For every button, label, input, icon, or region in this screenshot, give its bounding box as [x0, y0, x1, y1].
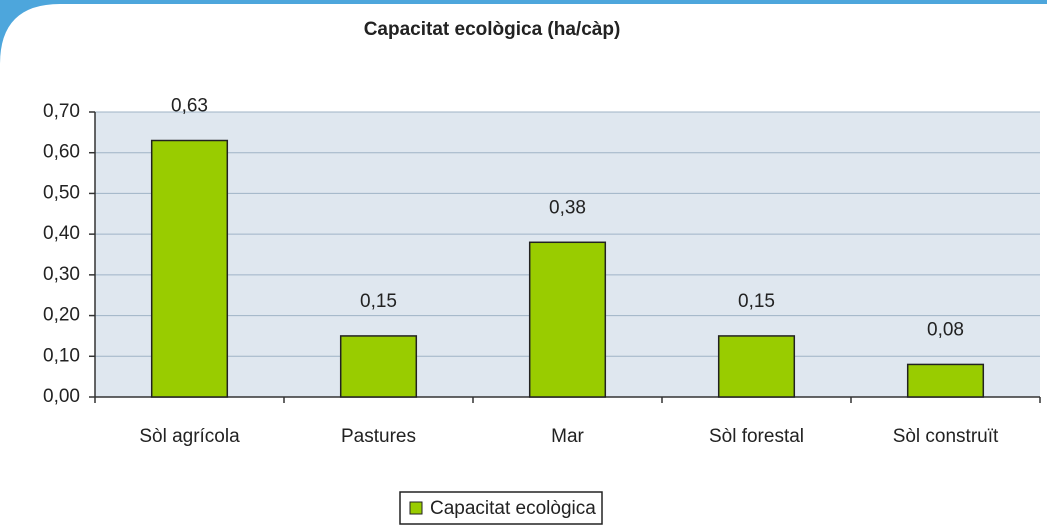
- y-tick-label: 0,30: [43, 264, 80, 285]
- y-tick-label: 0,40: [43, 223, 80, 244]
- data-label: 0,15: [738, 291, 775, 312]
- y-tick-label: 0,10: [43, 345, 80, 366]
- bar: [150, 139, 229, 398]
- bar: [339, 335, 418, 398]
- y-tick-label: 0,20: [43, 305, 80, 326]
- x-tick-label: Sòl agrícola: [139, 426, 240, 447]
- x-tick-label: Pastures: [341, 426, 416, 447]
- chart-title: Capacitat ecològica (ha/càp): [364, 19, 621, 40]
- y-tick-label: 0,60: [43, 142, 80, 163]
- y-tick-label: 0,70: [43, 101, 80, 122]
- bar: [717, 335, 796, 398]
- data-label: 0,38: [549, 197, 586, 218]
- data-label: 0,08: [927, 319, 964, 340]
- x-tick-label: Mar: [551, 426, 584, 447]
- x-tick-label: Sòl forestal: [709, 426, 804, 447]
- bar: [906, 363, 985, 398]
- legend: Capacitat ecològica: [399, 491, 603, 525]
- legend-swatch: [409, 501, 423, 515]
- data-label: 0,15: [360, 291, 397, 312]
- legend-label: Capacitat ecològica: [430, 498, 596, 519]
- y-tick-label: 0,50: [43, 182, 80, 203]
- y-tick-label: 0,00: [43, 386, 80, 407]
- legend-box: [399, 491, 603, 525]
- data-label: 0,63: [171, 96, 208, 117]
- bar: [528, 241, 607, 398]
- x-tick-label: Sòl construït: [893, 426, 999, 447]
